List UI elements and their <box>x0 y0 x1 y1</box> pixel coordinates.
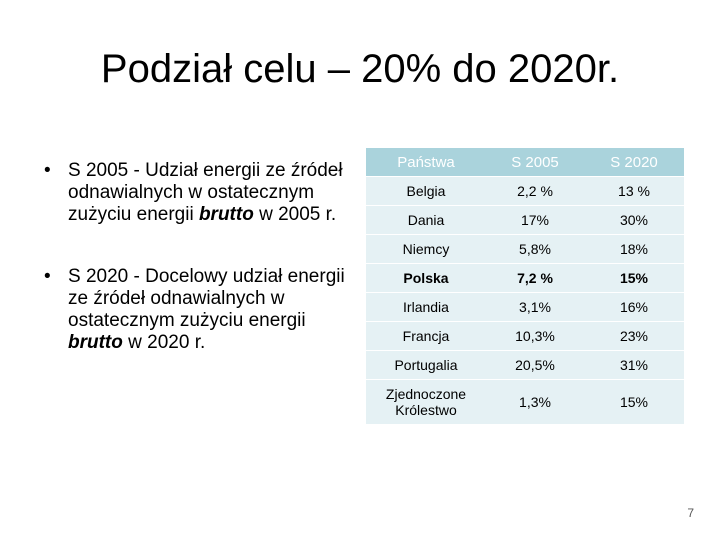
cell-country: Irlandia <box>366 292 486 322</box>
cell-s2020: 16% <box>584 292 684 322</box>
header-s2005: S 2005 <box>486 147 584 177</box>
cell-s2005: 3,1% <box>486 292 584 322</box>
cell-s2020: 18% <box>584 234 684 264</box>
table-header-row: Państwa S 2005 S 2020 <box>366 147 684 177</box>
cell-country: Belgia <box>366 176 486 206</box>
bullet-item-s2005: S 2005 - Udział energii ze źródeł odnawi… <box>44 160 360 226</box>
cell-country: Dania <box>366 205 486 235</box>
table-row: Francja 10,3% 23% <box>366 321 684 351</box>
cell-s2020: 30% <box>584 205 684 235</box>
table-row-highlighted: Polska 7,2 % 15% <box>366 263 684 293</box>
bullet-item-s2020: S 2020 - Docelowy udział energii ze źród… <box>44 266 360 354</box>
bullet-text: w 2020 r. <box>122 332 206 353</box>
cell-country: Portugalia <box>366 350 486 380</box>
cell-country: Zjednoczone Królestwo <box>366 379 486 424</box>
cell-country: Niemcy <box>366 234 486 264</box>
cell-s2020: 23% <box>584 321 684 351</box>
bullet-text: w 2005 r. <box>253 204 337 225</box>
bullet-list: S 2005 - Udział energii ze źródeł odnawi… <box>44 160 360 354</box>
cell-s2005: 20,5% <box>486 350 584 380</box>
header-s2020: S 2020 <box>584 147 684 177</box>
table-row: Niemcy 5,8% 18% <box>366 234 684 264</box>
cell-s2005: 2,2 % <box>486 176 584 206</box>
bullet-text: S 2020 - Docelowy udział energii ze źród… <box>68 266 345 331</box>
cell-s2005: 7,2 % <box>486 263 584 293</box>
cell-s2020: 15% <box>584 263 684 293</box>
cell-s2020: 13 % <box>584 176 684 206</box>
table-row: Belgia 2,2 % 13 % <box>366 176 684 206</box>
bullet-emphasis: brutto <box>68 332 123 353</box>
cell-s2005: 5,8% <box>486 234 584 264</box>
cell-s2020: 15% <box>584 379 684 424</box>
cell-s2005: 17% <box>486 205 584 235</box>
bullet-emphasis: brutto <box>198 204 254 225</box>
renewable-share-table: Państwa S 2005 S 2020 Belgia 2,2 % 13 % … <box>366 147 684 424</box>
table-row: Irlandia 3,1% 16% <box>366 292 684 322</box>
cell-s2005: 1,3% <box>486 379 584 424</box>
cell-s2020: 31% <box>584 350 684 380</box>
bullet-text: S 2005 - Udział energii ze źródeł odnawi… <box>68 160 343 225</box>
slide-title: Podział celu – 20% do 2020r. <box>100 47 620 91</box>
page-number: 7 <box>687 506 694 520</box>
table-row: Dania 17% 30% <box>366 205 684 235</box>
cell-country: Polska <box>366 263 486 293</box>
cell-s2005: 10,3% <box>486 321 584 351</box>
cell-country: Francja <box>366 321 486 351</box>
table-row: Zjednoczone Królestwo 1,3% 15% <box>366 379 684 424</box>
header-country: Państwa <box>366 147 486 177</box>
table-row: Portugalia 20,5% 31% <box>366 350 684 380</box>
